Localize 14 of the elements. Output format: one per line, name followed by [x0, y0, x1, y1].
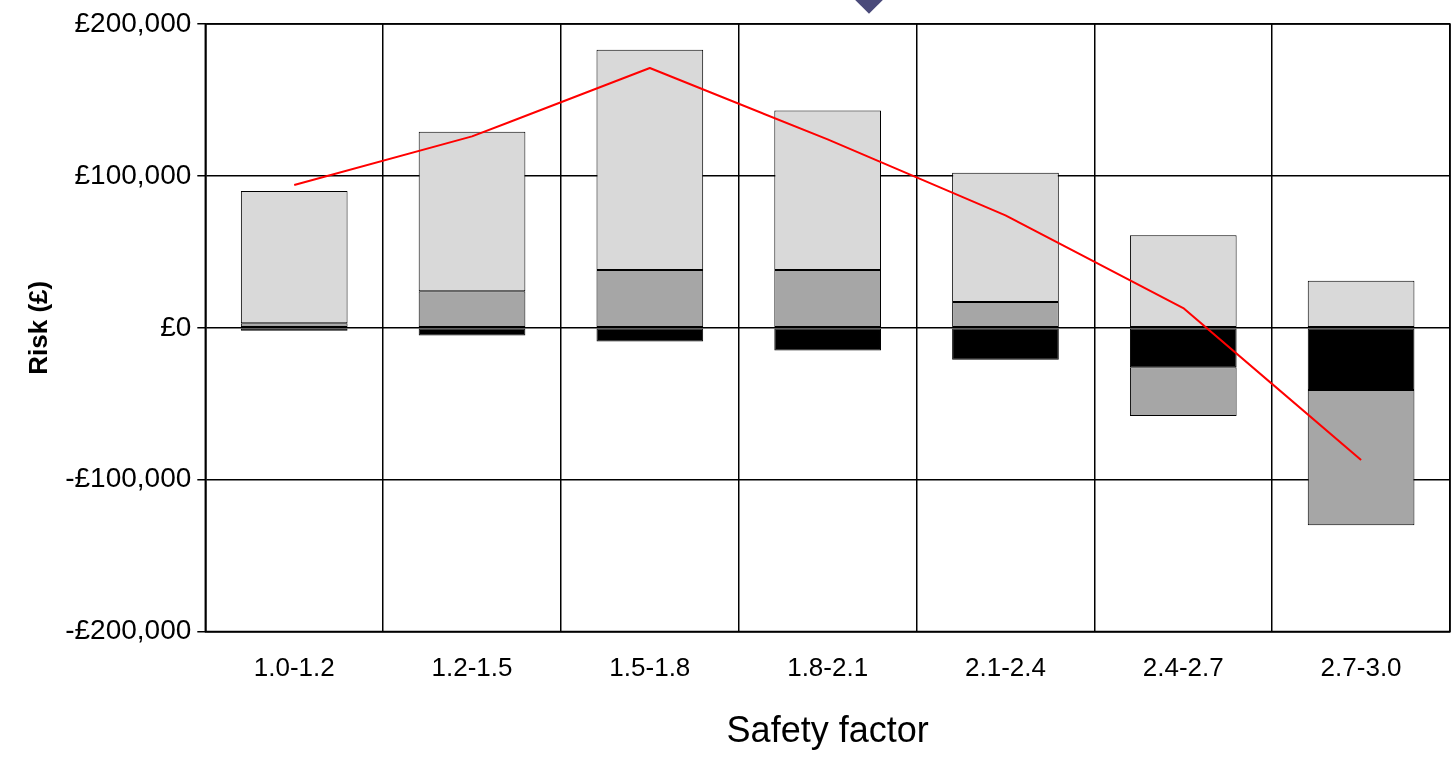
- x-tick-label: 1.5-1.8: [609, 652, 691, 683]
- y-tick-label: -£200,000: [65, 614, 192, 646]
- y-tick-label: £0: [160, 310, 192, 342]
- x-tick-label: 2.4-2.7: [1142, 652, 1224, 683]
- x-axis-title: Safety factor: [726, 709, 929, 751]
- y-tick-label: £100,000: [74, 158, 192, 190]
- x-tick-label: 1.2-1.5: [431, 652, 513, 683]
- x-tick-label: 2.1-2.4: [964, 652, 1046, 683]
- y-tick-label: -£100,000: [65, 462, 192, 494]
- y-axis-title: Risk (£): [22, 280, 53, 375]
- y-tick-label: £200,000: [74, 6, 192, 38]
- x-tick-label: 1.0-1.2: [253, 652, 335, 683]
- x-tick-label: 1.8-2.1: [787, 652, 869, 683]
- x-tick-label: 2.7-3.0: [1320, 652, 1402, 683]
